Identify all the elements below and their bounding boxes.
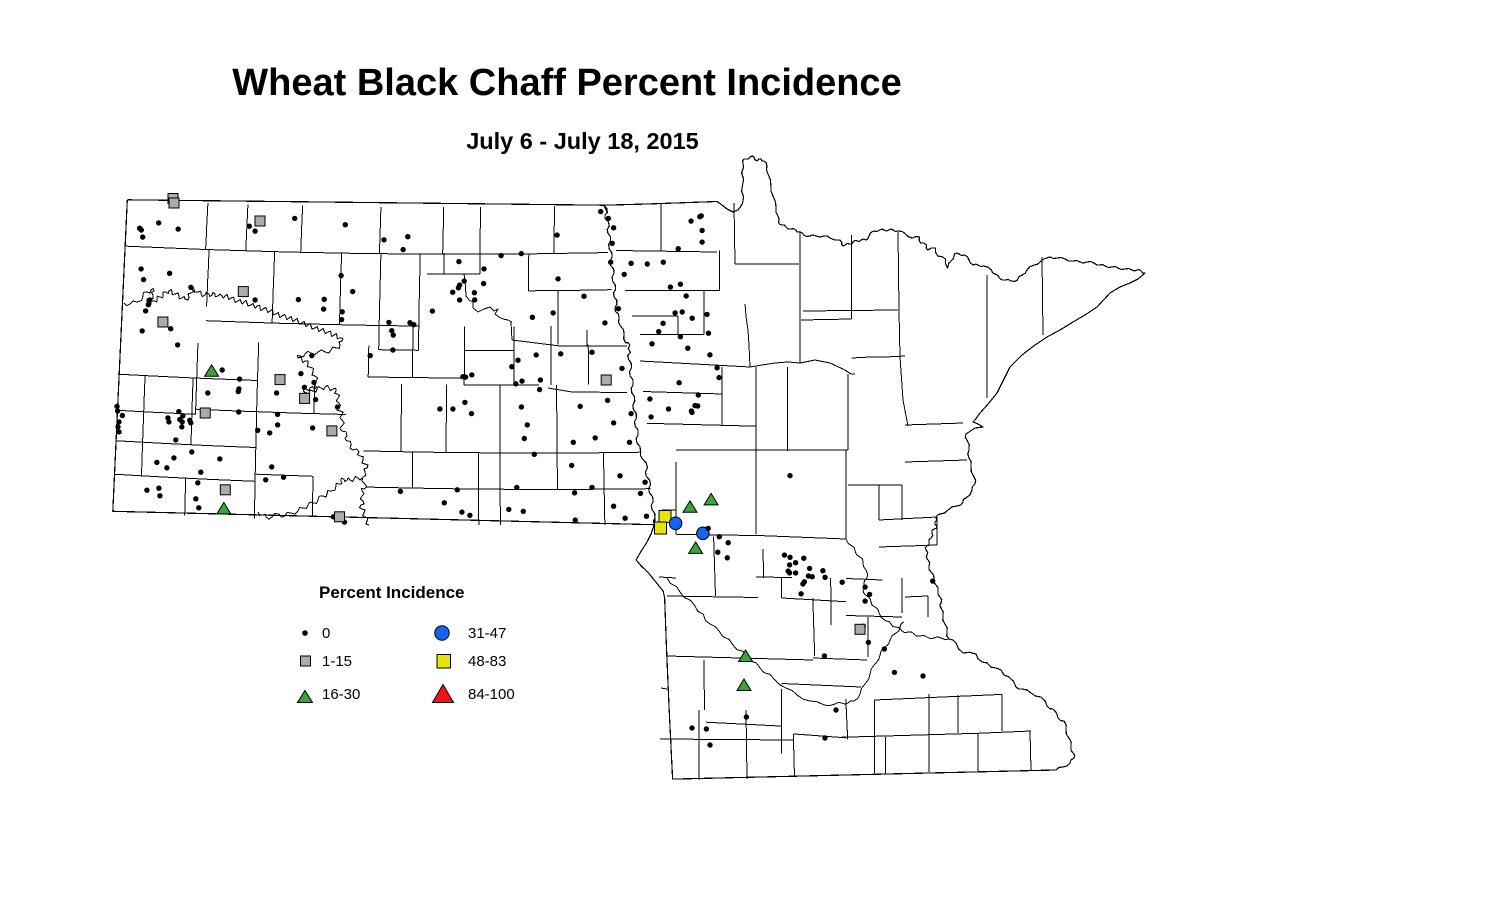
svg-text:Percent Incidence: Percent Incidence xyxy=(319,583,465,602)
svg-text:48-83: 48-83 xyxy=(468,653,506,670)
svg-text:0: 0 xyxy=(322,625,330,642)
svg-text:Wheat Black Chaff Percent Inci: Wheat Black Chaff Percent Incidence xyxy=(232,62,901,104)
svg-text:1-15: 1-15 xyxy=(322,653,352,670)
svg-text:31-47: 31-47 xyxy=(468,625,506,642)
svg-text:84-100: 84-100 xyxy=(468,686,515,703)
svg-text:16-30: 16-30 xyxy=(322,686,360,703)
svg-text:July 6 - July 18, 2015: July 6 - July 18, 2015 xyxy=(466,128,699,154)
